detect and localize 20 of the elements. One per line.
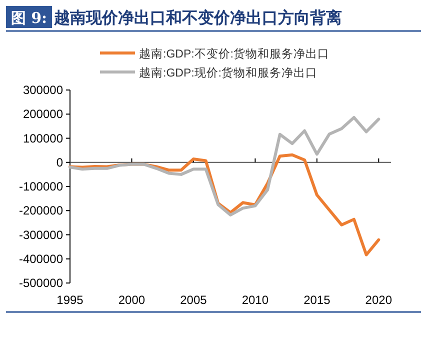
y-tick-label: -400000 <box>18 252 64 266</box>
legend-label: 越南:GDP:不变价:货物和服务净出口 <box>139 46 330 60</box>
legend-label: 越南:GDP:现价:货物和服务净出口 <box>139 66 318 80</box>
y-tick-label: -500000 <box>18 276 64 290</box>
x-tick-label: 2015 <box>304 293 331 307</box>
x-tick-label: 2010 <box>242 293 269 307</box>
y-tick-label: 300000 <box>22 83 64 97</box>
y-tick-label: -100000 <box>18 180 64 194</box>
chart-title: 越南现价净出口和不变价净出口方向背离 <box>53 8 342 27</box>
figure-label: 图 9: <box>6 6 52 28</box>
y-tick-label: 200000 <box>22 107 64 122</box>
y-tick-label: -300000 <box>18 228 64 242</box>
y-tick-label: 100000 <box>22 131 64 146</box>
x-tick-label: 2020 <box>365 293 392 307</box>
y-tick-label: 0 <box>56 155 64 170</box>
x-tick-label: 1995 <box>56 293 84 307</box>
x-tick-label: 2000 <box>118 293 146 307</box>
x-tick-label: 2005 <box>180 293 208 307</box>
y-tick-label: -200000 <box>18 204 64 218</box>
caption: 图 9: <box>10 9 48 27</box>
